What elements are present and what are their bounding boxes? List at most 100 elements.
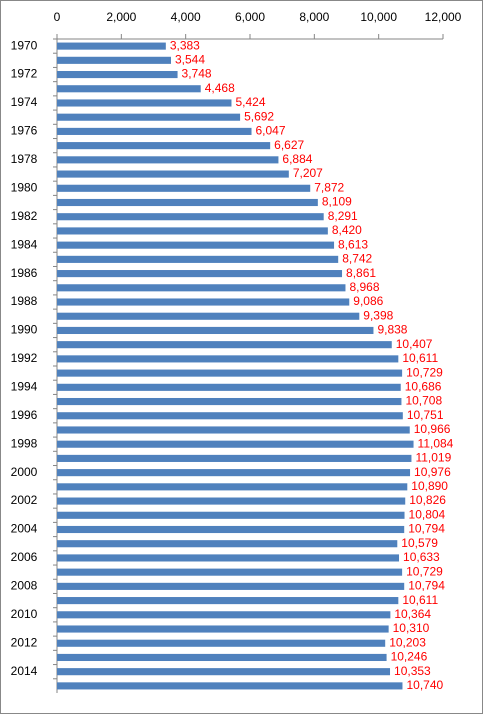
bar	[57, 653, 387, 662]
bar	[57, 355, 399, 363]
value-label: 10,407	[396, 337, 433, 351]
value-label: 10,611	[402, 351, 438, 365]
bar	[57, 426, 410, 434]
bar	[57, 412, 403, 420]
value-label: 10,751	[407, 408, 444, 422]
value-label: 6,884	[282, 152, 312, 166]
bar	[57, 611, 391, 619]
bar	[57, 85, 201, 93]
value-label: 5,692	[244, 109, 274, 123]
value-label: 10,353	[394, 664, 431, 678]
bar	[57, 440, 414, 448]
x-tick-label: 0	[54, 10, 61, 24]
bar	[57, 184, 311, 192]
bar	[57, 270, 343, 278]
value-label: 4,468	[205, 81, 235, 95]
value-label: 6,047	[256, 124, 286, 138]
value-label: 11,084	[418, 436, 454, 450]
value-label: 8,291	[328, 209, 358, 223]
y-tick-label: 2006	[11, 550, 38, 564]
bar	[57, 383, 401, 391]
y-tick-label: 2010	[11, 607, 38, 621]
bar	[57, 241, 335, 249]
bar	[57, 198, 318, 207]
bar	[57, 113, 241, 121]
value-label: 7,207	[293, 166, 323, 180]
y-tick-label: 1980	[11, 180, 38, 194]
value-label: 10,611	[402, 593, 438, 607]
value-label: 8,109	[322, 195, 352, 209]
bar	[57, 142, 271, 150]
y-tick-label: 1990	[11, 323, 38, 337]
bar	[57, 127, 252, 135]
value-label: 10,794	[408, 579, 445, 593]
x-tick-label: 8,000	[299, 10, 329, 24]
value-label: 9,838	[377, 323, 407, 337]
value-label: 7,872	[314, 180, 344, 194]
y-tick-label: 1972	[11, 67, 38, 81]
y-tick-label: 2014	[11, 664, 38, 678]
value-label: 10,633	[403, 550, 440, 564]
bar	[57, 312, 360, 320]
value-label: 9,086	[353, 294, 383, 308]
x-tick-label: 12,000	[425, 10, 462, 24]
bar	[57, 497, 406, 505]
y-tick-label: 1982	[11, 209, 38, 223]
bar	[57, 540, 398, 548]
bar	[57, 554, 400, 562]
value-label: 10,708	[405, 394, 442, 408]
y-tick-label: 1996	[11, 408, 38, 422]
bar	[57, 369, 403, 377]
value-label: 8,742	[342, 252, 372, 266]
y-tick-label: 1986	[11, 266, 38, 280]
y-tick-label: 2000	[11, 465, 38, 479]
y-tick-label: 1988	[11, 294, 38, 308]
value-label: 8,613	[338, 237, 368, 251]
bar	[57, 397, 402, 406]
y-tick-label: 1998	[11, 436, 38, 450]
bar	[57, 213, 324, 221]
bar	[57, 511, 405, 519]
value-label: 10,203	[389, 635, 426, 649]
y-tick-label: 1984	[11, 237, 38, 251]
value-label: 9,398	[363, 308, 393, 322]
value-label: 10,890	[411, 479, 448, 493]
bar	[57, 568, 403, 576]
value-label: 10,826	[409, 493, 446, 507]
value-label: 11,019	[415, 451, 451, 465]
value-label: 10,729	[406, 564, 443, 578]
y-tick-label: 1978	[11, 152, 38, 166]
bar	[57, 582, 405, 590]
value-label: 10,966	[414, 422, 451, 436]
bar	[57, 170, 289, 178]
value-label: 10,686	[405, 379, 442, 393]
value-label: 10,246	[391, 650, 428, 664]
bar	[57, 597, 399, 605]
value-label: 3,383	[170, 38, 200, 52]
value-label: 6,627	[274, 138, 304, 152]
bar	[57, 326, 374, 335]
bar	[57, 625, 389, 633]
bar	[57, 668, 391, 676]
bar	[57, 483, 408, 491]
bar	[57, 56, 171, 64]
bar	[57, 255, 339, 263]
x-tick-label: 4,000	[171, 10, 201, 24]
bar	[57, 682, 403, 690]
bar	[57, 298, 350, 306]
y-tick-label: 1976	[11, 124, 38, 138]
value-label: 10,976	[414, 465, 451, 479]
bar	[57, 341, 392, 349]
value-label: 5,424	[235, 95, 265, 109]
value-label: 8,861	[346, 266, 376, 280]
x-tick-label: 10,000	[360, 10, 397, 24]
value-label: 10,794	[408, 522, 445, 536]
bar	[57, 42, 166, 50]
y-tick-label: 2004	[11, 522, 38, 536]
bar	[57, 454, 412, 462]
value-label: 3,748	[182, 67, 212, 81]
value-label: 10,740	[406, 678, 443, 692]
value-label: 10,579	[401, 536, 438, 550]
bar	[57, 639, 386, 647]
